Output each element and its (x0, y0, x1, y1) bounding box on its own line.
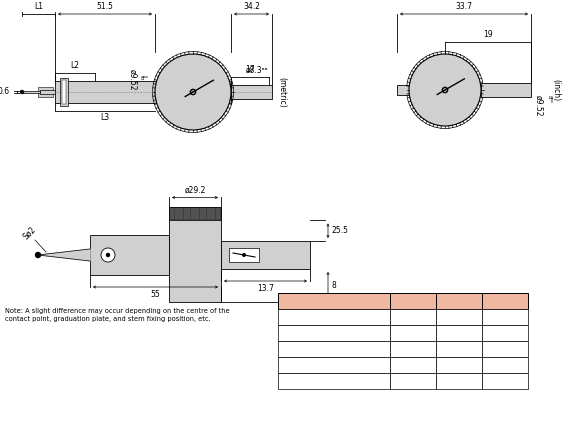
Text: 55: 55 (151, 290, 160, 299)
Bar (436, 325, 482, 341)
Bar (436, 373, 482, 389)
Text: ø9.52: ø9.52 (128, 69, 137, 91)
Text: ø29.2: ø29.2 (184, 186, 206, 195)
Bar (231, 85, 272, 99)
Text: 19: 19 (483, 30, 493, 39)
Circle shape (190, 89, 196, 95)
Bar (278, 373, 390, 389)
Text: Sø2: Sø2 (22, 225, 38, 241)
Text: 20.9: 20.9 (404, 313, 421, 321)
Text: 8: 8 (331, 281, 336, 290)
Bar (436, 293, 482, 309)
Bar (390, 373, 436, 389)
Text: 48.7: 48.7 (496, 376, 513, 385)
Text: 513-501-10T: 513-501-10T (307, 376, 361, 385)
Circle shape (20, 90, 24, 94)
Text: 17.4: 17.4 (450, 313, 467, 321)
Bar (90, 235, 169, 275)
Text: L3: L3 (500, 297, 509, 305)
Text: 0.6: 0.6 (0, 88, 10, 96)
Text: 11.2: 11.2 (450, 360, 467, 370)
Text: 8.6: 8.6 (453, 376, 465, 385)
Bar (390, 341, 436, 357)
Bar (482, 357, 528, 373)
Text: 8ᵃᵃ: 8ᵃᵃ (546, 95, 552, 103)
Bar (436, 341, 482, 357)
Text: L2: L2 (70, 61, 80, 70)
Bar (169, 208, 221, 220)
Bar (390, 357, 436, 373)
Text: 13.7: 13.7 (257, 284, 274, 293)
Bar (55, 81, 231, 103)
Bar (169, 208, 221, 302)
Circle shape (35, 253, 40, 258)
Bar (278, 325, 390, 341)
Bar (482, 325, 528, 341)
Bar (436, 309, 482, 325)
Circle shape (444, 88, 446, 91)
Bar (390, 309, 436, 325)
Text: 25.5: 25.5 (331, 226, 348, 235)
Bar (482, 309, 528, 325)
Text: 44.5: 44.5 (404, 344, 421, 354)
Text: 513-514-10T: 513-514-10T (307, 329, 361, 338)
Text: 51.4: 51.4 (496, 360, 513, 370)
Bar (397, 85, 409, 95)
Circle shape (242, 253, 246, 257)
Text: (inch): (inch) (552, 79, 561, 101)
Text: 513-503-10T: 513-503-10T (307, 360, 361, 370)
Bar (229, 248, 259, 262)
Bar (482, 293, 528, 309)
Circle shape (191, 91, 194, 93)
Circle shape (106, 253, 110, 257)
Bar (482, 373, 528, 389)
Bar (481, 83, 531, 97)
Text: Note: A slight difference may occur depending on the centre of the
contact point: Note: A slight difference may occur depe… (5, 308, 229, 322)
Circle shape (155, 54, 231, 130)
Text: ø8.3ᵃᵃ: ø8.3ᵃᵃ (246, 66, 268, 75)
Text: ø9.52: ø9.52 (534, 95, 544, 116)
Bar (22, 91, 40, 93)
Text: L1: L1 (408, 297, 417, 305)
Text: 81.2: 81.2 (496, 344, 513, 354)
Bar (60, 78, 68, 106)
Bar (278, 293, 390, 309)
Bar (390, 325, 436, 341)
Circle shape (409, 54, 481, 126)
Text: 12.1: 12.1 (404, 376, 421, 385)
Bar (436, 357, 482, 373)
Bar (278, 341, 390, 357)
Text: 33.3: 33.3 (450, 329, 467, 338)
Bar (40, 90, 55, 94)
Text: 8ᵃᵃ: 8ᵃᵃ (141, 75, 149, 80)
Bar (482, 341, 528, 357)
Text: L3: L3 (101, 113, 110, 122)
Bar (278, 357, 390, 373)
Text: 34.2: 34.2 (243, 2, 260, 11)
Text: Code No.: Code No. (315, 297, 353, 305)
Text: 513-515-10T: 513-515-10T (307, 344, 361, 354)
Bar (390, 293, 436, 309)
Bar (38, 87, 53, 97)
Text: L1: L1 (34, 2, 43, 11)
Text: 14.7: 14.7 (404, 360, 421, 370)
Bar (278, 309, 390, 325)
Text: 33.7: 33.7 (456, 2, 473, 11)
Text: 41.0: 41.0 (450, 344, 467, 354)
Polygon shape (38, 249, 90, 261)
Text: L2: L2 (454, 297, 463, 305)
Circle shape (101, 248, 115, 262)
Text: 17: 17 (245, 65, 255, 74)
Text: 51.5: 51.5 (97, 2, 114, 11)
Text: 513-517-10T: 513-517-10T (307, 313, 361, 321)
Text: (metric): (metric) (278, 77, 286, 107)
Circle shape (442, 87, 448, 93)
Text: 57.6: 57.6 (496, 313, 513, 321)
Text: 73.5: 73.5 (496, 329, 513, 338)
Bar (221, 241, 310, 269)
Bar (62, 80, 66, 104)
Text: 36.8: 36.8 (404, 329, 421, 338)
